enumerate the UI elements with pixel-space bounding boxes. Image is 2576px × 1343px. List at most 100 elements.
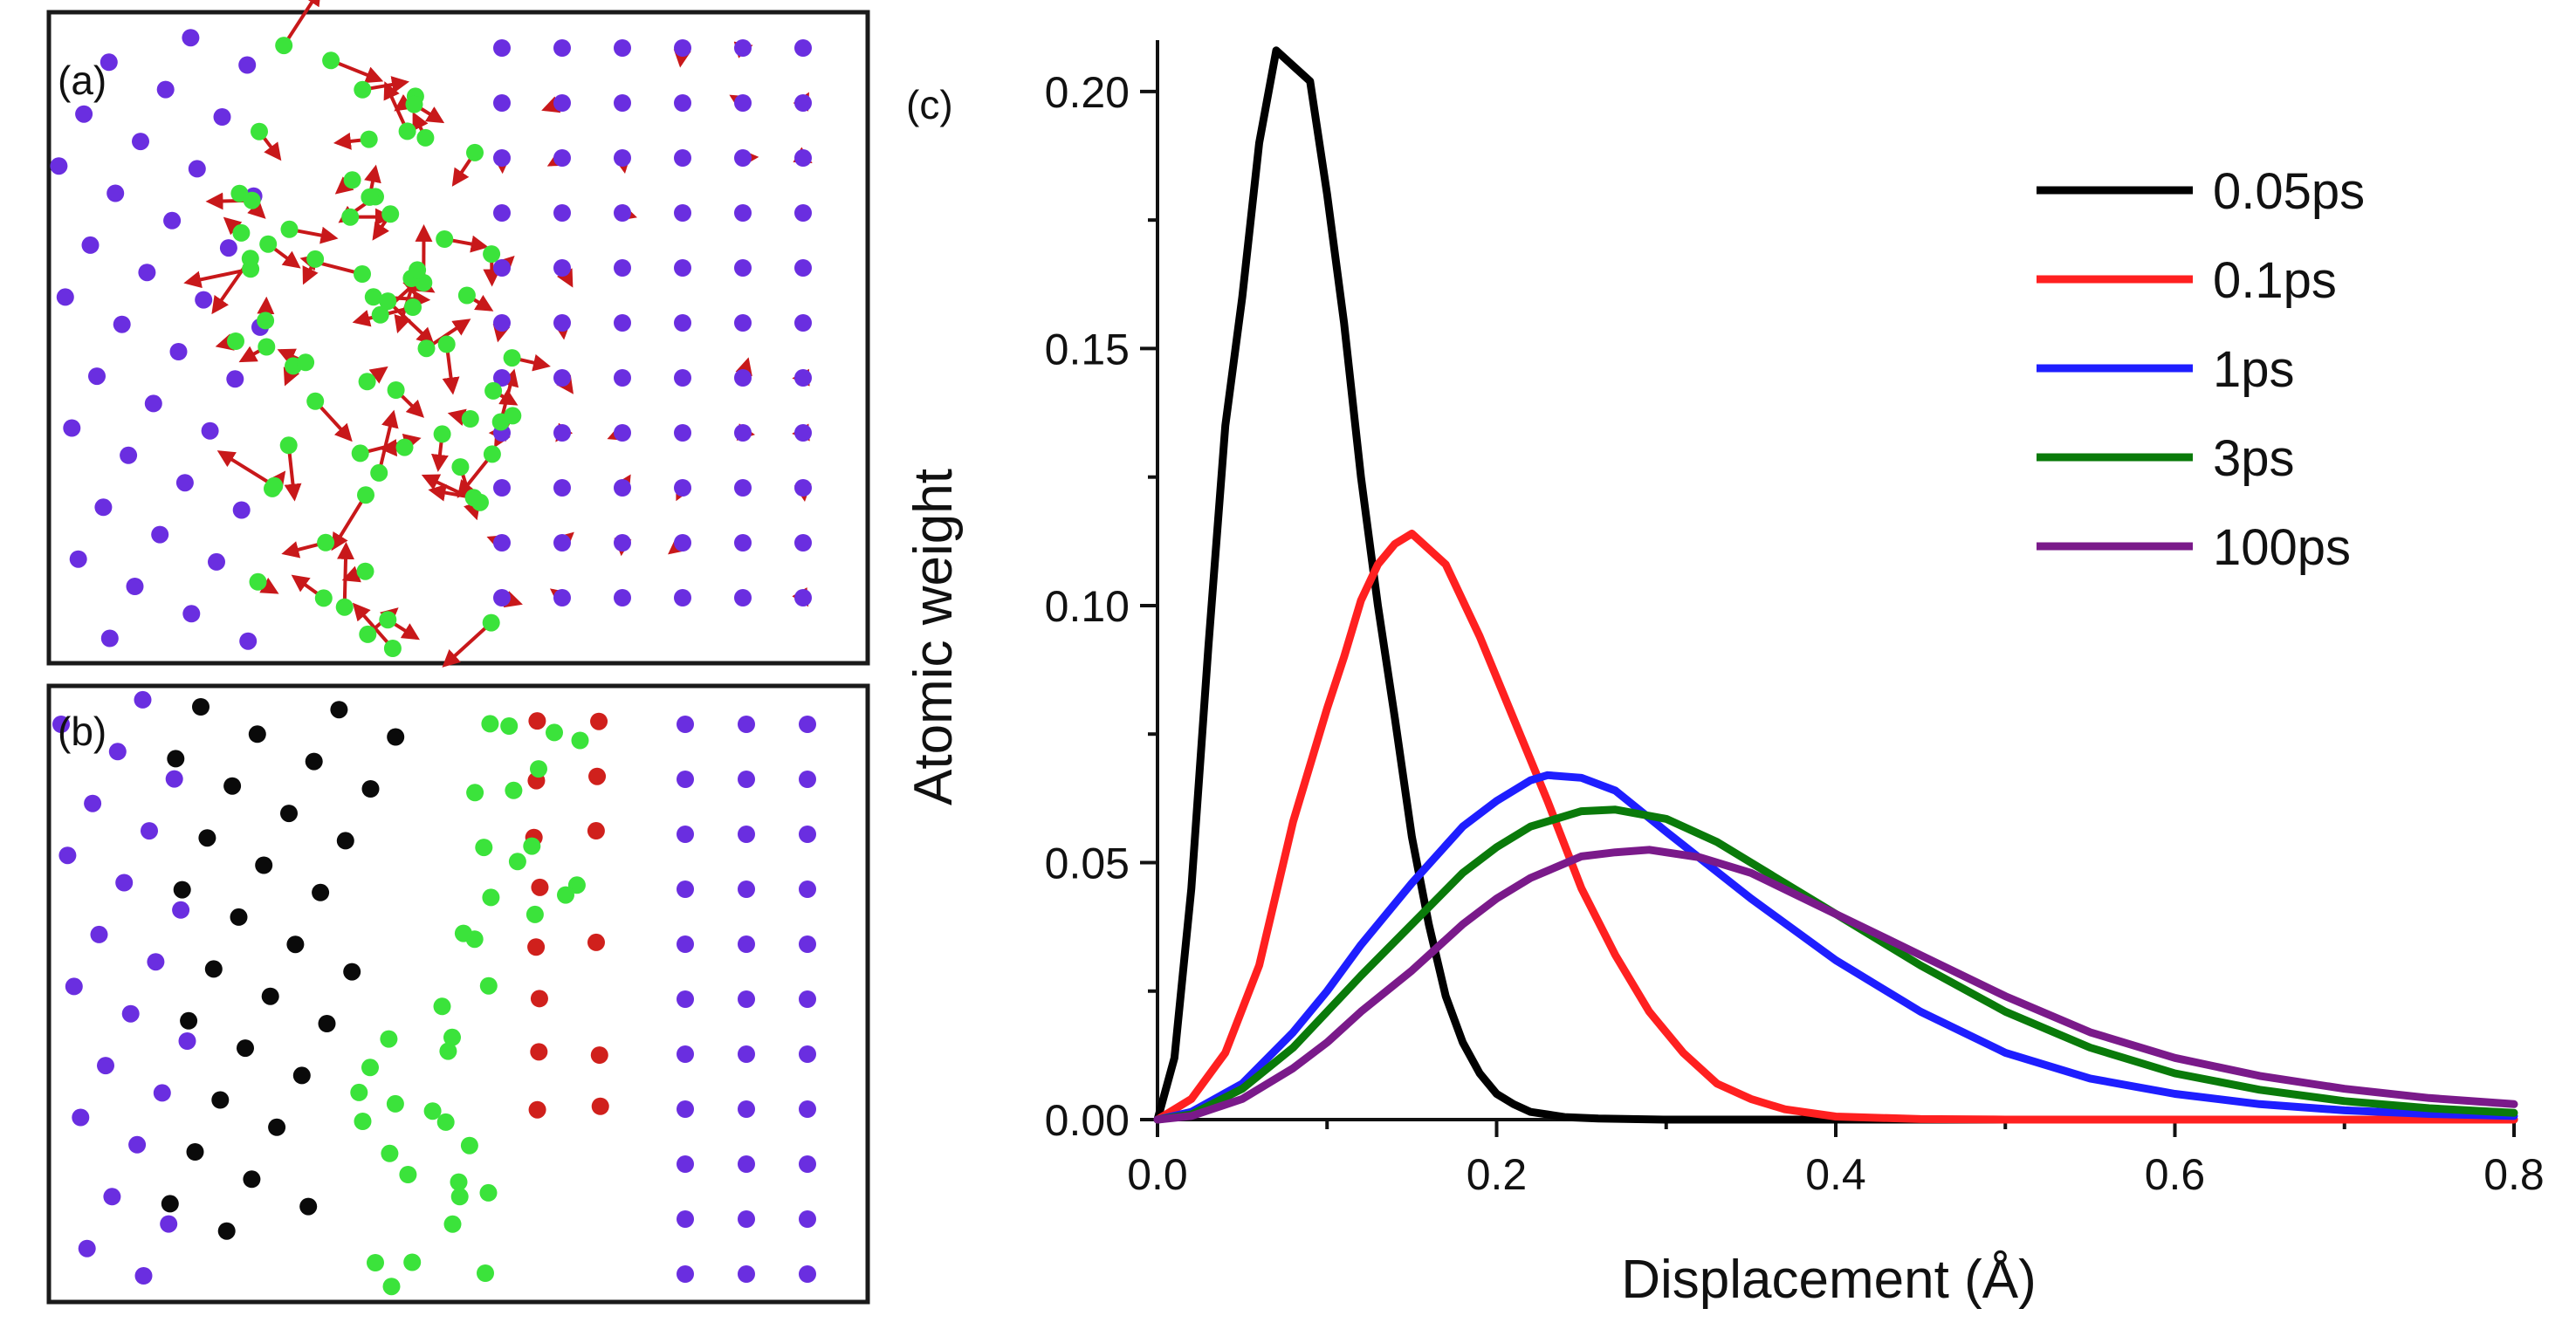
purple-atom: [794, 94, 812, 112]
displacement-arrow: [337, 541, 354, 607]
purple-atom: [97, 1057, 114, 1075]
series-line-1ps: [1153, 771, 2518, 1124]
purple-atom: [614, 314, 631, 332]
green-atom: [479, 1183, 498, 1202]
purple-atom: [794, 204, 812, 222]
purple-atom: [84, 794, 102, 812]
purple-atom: [553, 534, 571, 552]
green-atom: [443, 1215, 462, 1233]
x-tick-label: 0.0: [1127, 1150, 1188, 1199]
purple-atom: [52, 716, 70, 733]
black-atom: [361, 780, 380, 798]
purple-atom: [88, 367, 106, 386]
x-tick-label: 0.4: [1805, 1150, 1866, 1199]
purple-atom: [156, 80, 175, 99]
purple-atom: [201, 421, 219, 440]
purple-atom: [677, 990, 694, 1008]
green-atom: [387, 381, 405, 399]
panel-b: (b): [46, 683, 870, 1305]
black-atom: [305, 752, 323, 771]
green-atom: [457, 286, 476, 305]
black-atom: [312, 883, 330, 901]
purple-atom: [63, 419, 81, 437]
black-atom: [268, 1118, 286, 1136]
black-atom: [173, 880, 191, 899]
legend-label: 100ps: [2213, 519, 2351, 576]
legend-label: 0.1ps: [2213, 252, 2337, 309]
red-atom: [587, 822, 605, 840]
green-atom: [482, 613, 500, 632]
black-atom: [292, 1066, 311, 1085]
purple-atom: [674, 39, 691, 57]
purple-atom: [553, 149, 571, 167]
green-atom: [380, 1030, 398, 1048]
green-atom: [317, 533, 335, 552]
purple-atom: [553, 259, 571, 277]
black-atom: [192, 698, 210, 716]
y-axis-title: Atomic weight: [903, 469, 964, 805]
displacement-chart: (c) 0.0 0.2 0.4 0.6 0.80.000.050.100.150.20 …: [903, 40, 2545, 1310]
purple-atom: [738, 1045, 755, 1063]
purple-atom: [81, 236, 100, 254]
purple-atom: [794, 534, 812, 552]
green-atom: [508, 853, 526, 871]
green-atom: [416, 128, 435, 147]
green-atom: [479, 976, 498, 995]
green-atom: [475, 839, 493, 857]
purple-atom: [738, 771, 755, 788]
green-atom: [314, 589, 333, 607]
green-atom: [381, 205, 400, 223]
green-atom: [443, 1028, 461, 1046]
purple-atom: [493, 534, 511, 552]
green-atom: [279, 436, 298, 455]
green-atom: [241, 250, 259, 268]
green-atom: [364, 288, 382, 306]
purple-atom: [734, 534, 752, 552]
purple-atom: [493, 369, 511, 387]
purple-atom: [614, 149, 631, 167]
purple-atom: [182, 605, 201, 623]
green-atom: [227, 332, 244, 350]
green-atom: [481, 715, 499, 733]
green-atom: [530, 760, 547, 778]
purple-atom: [493, 39, 511, 57]
purple-atom: [75, 105, 93, 123]
purple-atom: [799, 1210, 816, 1228]
green-atom: [450, 1188, 469, 1206]
green-atom: [306, 250, 325, 268]
purple-atom: [493, 94, 511, 112]
purple-atom: [188, 160, 206, 178]
purple-atom: [72, 1108, 90, 1127]
green-atom: [460, 1136, 478, 1155]
purple-atom: [169, 343, 188, 360]
green-atom: [405, 95, 423, 113]
displacement-arrow: [330, 58, 384, 84]
purple-atom: [614, 534, 631, 552]
purple-atom: [799, 935, 816, 953]
black-atom: [198, 829, 216, 847]
purple-atom: [100, 53, 118, 72]
y-tick-label: 0.00: [1045, 1096, 1130, 1145]
series-line-0.05ps: [1153, 46, 2518, 1124]
panel-b-atoms: [52, 690, 816, 1296]
purple-atom: [799, 716, 816, 733]
purple-atom: [94, 498, 113, 517]
green-atom: [437, 335, 456, 353]
green-atom: [461, 410, 479, 428]
displacement-arrow: [331, 494, 368, 552]
green-atom: [371, 305, 389, 324]
green-atom: [383, 640, 402, 657]
purple-atom: [195, 291, 213, 309]
purple-atom: [734, 369, 752, 387]
purple-atom: [674, 259, 691, 277]
x-tick-label: 0.8: [2483, 1150, 2545, 1199]
purple-atom: [614, 424, 631, 442]
purple-atom: [794, 589, 812, 606]
green-atom: [251, 122, 268, 140]
black-atom: [230, 908, 248, 926]
black-atom: [180, 1011, 198, 1030]
purple-atom: [126, 578, 144, 595]
x-axis-title: Displacement (Å): [1621, 1250, 2036, 1310]
purple-atom: [50, 157, 68, 175]
green-atom: [357, 486, 374, 504]
